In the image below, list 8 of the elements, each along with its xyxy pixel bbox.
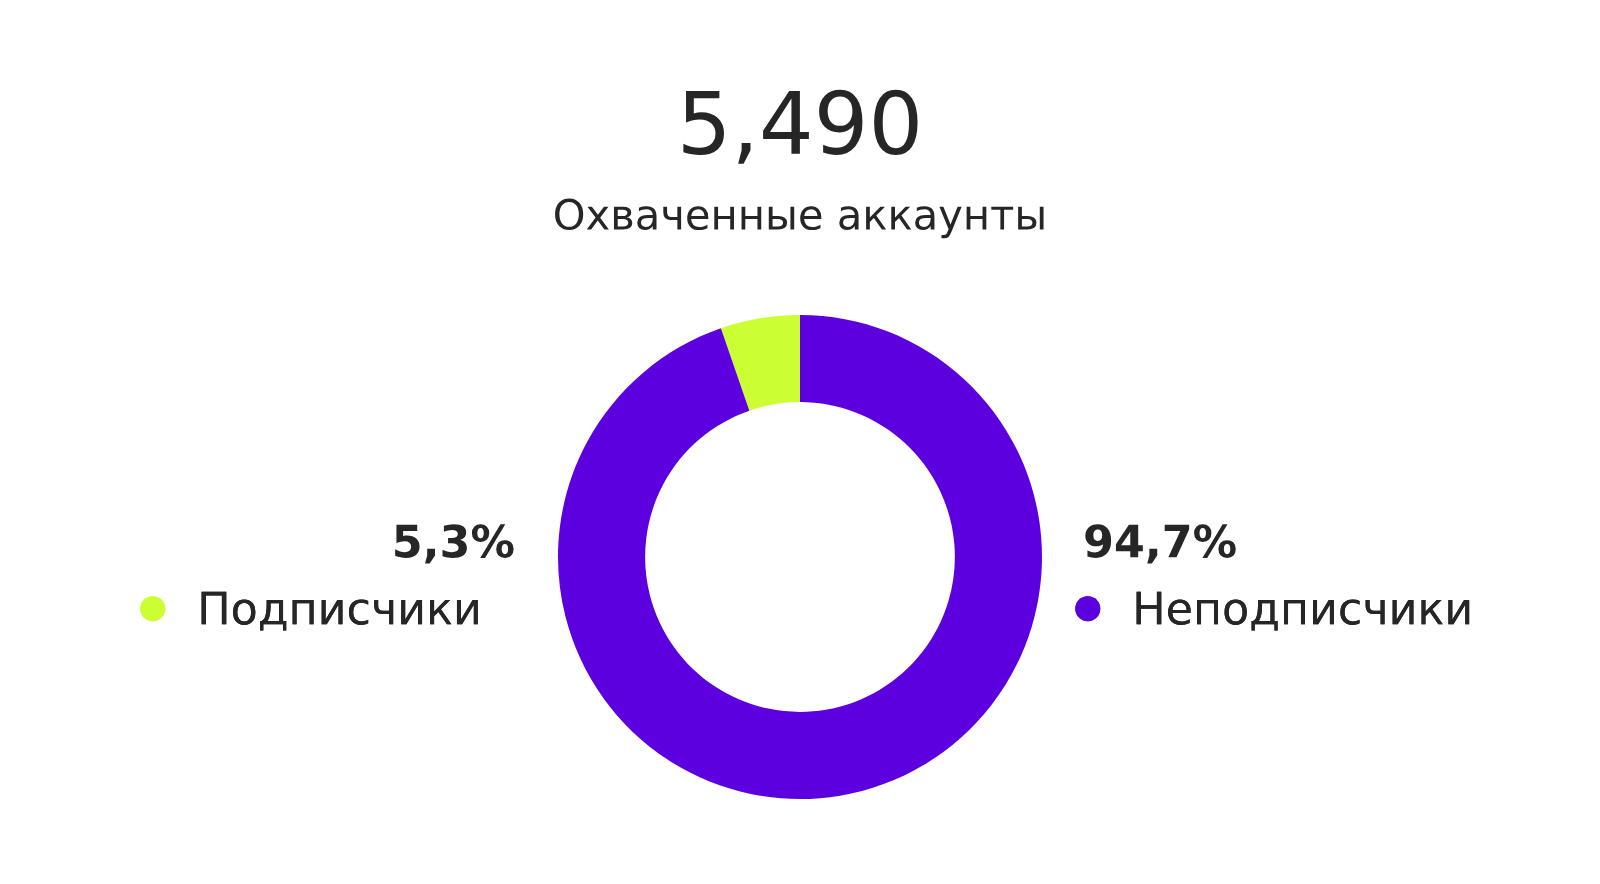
data-label: 94,7% xyxy=(1085,524,1236,564)
chart-title: 5,490 xyxy=(683,89,918,164)
chart-subtitle: Охваченные аккаунты xyxy=(555,198,1044,239)
legend-label: Неподписчики xyxy=(1136,591,1470,631)
donut-slice xyxy=(558,315,1042,799)
legend-label: Подписчики xyxy=(201,591,478,631)
data-label: 5,3% xyxy=(395,524,514,564)
donut-slice xyxy=(720,315,800,411)
